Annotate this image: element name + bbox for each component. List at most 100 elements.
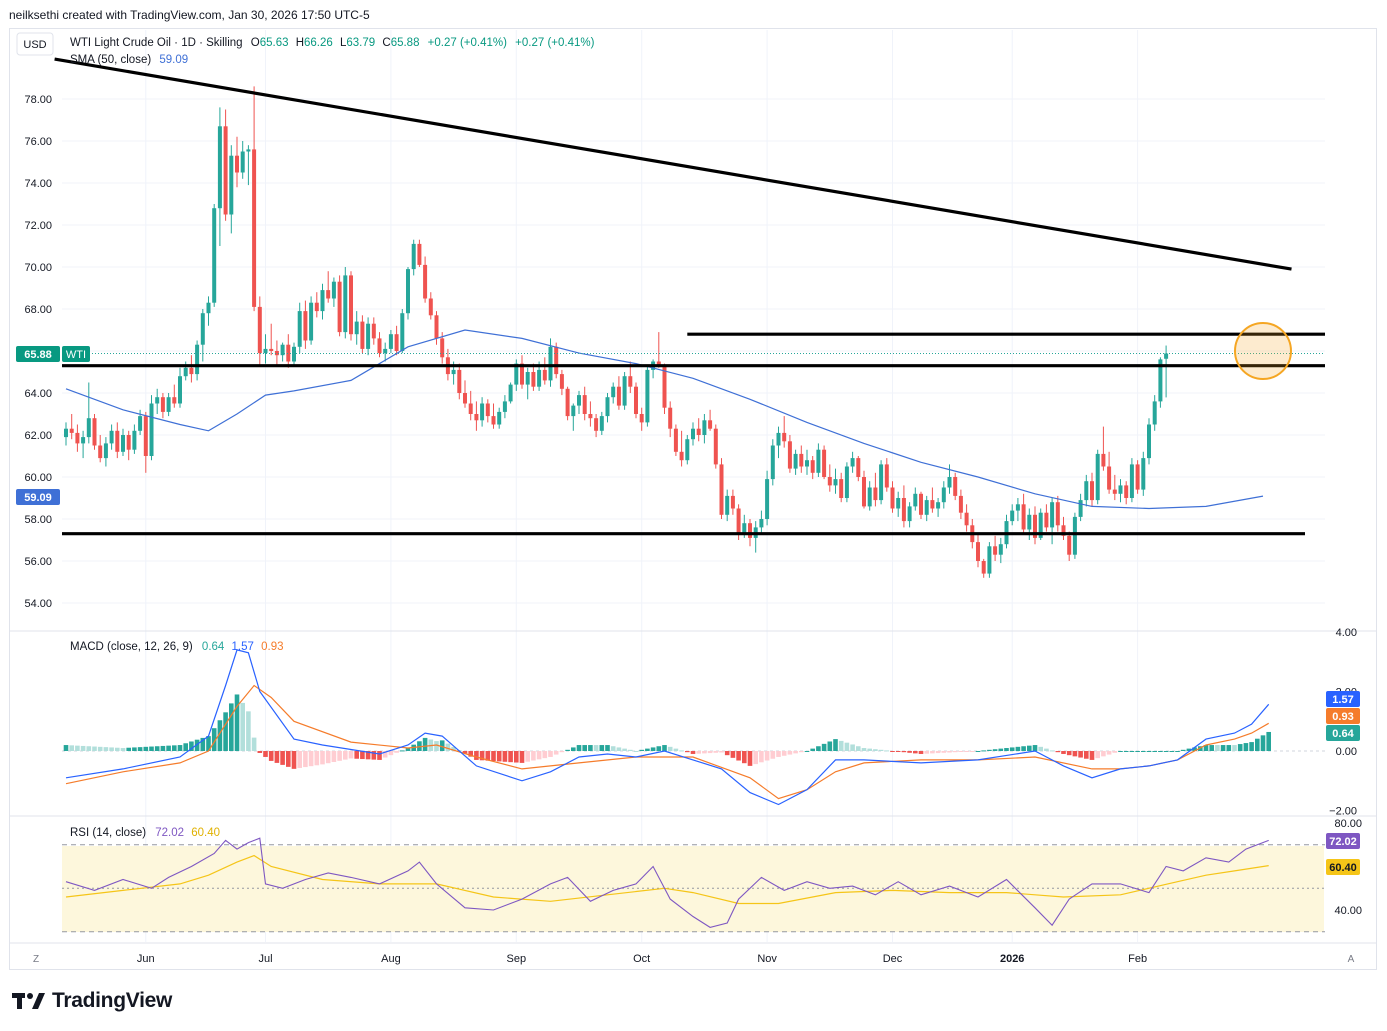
macd-histogram-bar [1129,751,1135,752]
macd-histogram-bar [633,751,639,752]
candle-body [1084,481,1089,501]
ohlc-high-key: H [296,37,304,49]
macd-histogram-bar [496,751,502,762]
sma-price-label: 59.09 [24,492,52,504]
candle-body [371,323,376,339]
candle-body [742,523,747,534]
macd-histogram-bar [149,746,154,751]
legend-rsi[interactable]: RSI (14, close) 72.02 60.40 [70,827,220,839]
macd-histogram-bar [1015,746,1021,751]
macd-histogram-bar [194,739,200,751]
candle-body [981,561,986,574]
candle-body [195,344,200,375]
legend-macd[interactable]: MACD (close, 12, 26, 9) 0.64 1.57 0.93 [70,641,284,653]
candle-body [257,306,262,354]
candle-body [520,363,524,385]
candle-body [799,453,804,467]
time-tick-label: Aug [381,953,401,965]
candle-body [1107,466,1112,490]
candle-body [309,302,314,341]
macd-histogram-bar [331,751,337,763]
candle-body [810,460,815,473]
time-axis-right-button[interactable]: A [1348,954,1355,965]
tradingview-brand[interactable]: TradingView [12,989,172,1013]
legend-sma[interactable]: SMA (50, close) 59.09 [70,54,188,66]
candle-body [235,155,239,173]
macd-histogram-bar [759,751,764,763]
candle-body [314,302,319,312]
macd-histogram-bar [878,749,884,751]
macd-histogram-bar [183,743,188,751]
macd-histogram-bar [308,751,314,767]
macd-signal-value: 0.93 [261,641,283,653]
candle-body [782,432,787,442]
candle-body [383,348,388,354]
legend-main[interactable]: WTI Light Crude Oil · 1D · Skilling O65.… [70,37,595,49]
macd-histogram-bar [719,751,724,753]
macd-histogram-bar [764,751,770,761]
macd-histogram-bar [856,746,861,751]
candle-body [229,155,234,215]
macd-histogram-bar [1078,751,1083,758]
candle-body [303,311,308,341]
candle-body [856,458,861,477]
macd-histogram-bar [103,747,109,751]
macd-histogram-bar [1141,751,1146,752]
macd-histogram-bar [662,745,667,751]
candle-body [708,420,713,429]
candle-body [269,348,274,351]
rsi-value-tag-text: 72.02 [1329,836,1357,848]
macd-histogram-bar [246,711,251,751]
macd-histogram-bar [548,751,553,757]
candle-body [748,523,752,538]
candle-body [805,460,809,467]
candle-body [132,430,137,450]
candle-body [286,344,291,362]
macd-histogram-bar [1163,751,1169,752]
candle-body [1129,464,1134,498]
macd-histogram-bar [1237,744,1243,751]
macd-histogram-bar [804,751,810,752]
candle-body [901,498,906,522]
candle-body [263,348,268,354]
currency-button[interactable] [16,32,54,56]
candle-body [1021,504,1026,530]
candle-body [605,397,610,417]
macd-histogram-bar [189,741,194,751]
sma-50-line [65,329,1264,510]
rsi-tick-label: 40.00 [1334,905,1362,917]
candle-body [691,428,695,440]
macd-histogram-bar [622,748,627,751]
time-tick-label: Feb [1128,953,1147,965]
macd-histogram-bar [1215,745,1220,751]
candle-body [833,479,838,486]
macd-histogram-bar [462,751,468,754]
macd-tick-label: 4.00 [1336,627,1357,639]
candle-body [776,432,781,446]
macd-histogram-bar [263,751,268,757]
macd-histogram-bar [981,750,986,752]
macd-histogram-bar [628,749,633,751]
macd-histogram-bar [970,751,975,752]
candle-body [451,369,456,375]
macd-histogram-bar [1055,751,1061,753]
macd-histogram-bar [268,751,274,761]
macd-histogram-bar [388,751,394,756]
candle-body [1124,485,1129,498]
macd-histogram-bar [952,751,958,753]
histogram-value-tag-text: 0.64 [1332,728,1354,740]
time-axis-left-button[interactable]: Z [33,954,39,965]
price-tick-label: 64.00 [24,388,52,400]
candle-body [69,428,74,433]
macd-histogram-bar [240,702,245,751]
candle-body [787,441,792,469]
macd-histogram-bar [1135,751,1140,752]
candle-body [577,395,581,406]
symbol-title: WTI Light Crude Oil · 1D · Skilling [70,37,243,49]
macd-histogram-bar [1118,751,1123,752]
rsi-title: RSI (14, close) [70,827,146,839]
macd-histogram-bar [531,751,536,761]
macd-histogram-bar [890,751,895,752]
macd-histogram-bar [1152,751,1157,752]
